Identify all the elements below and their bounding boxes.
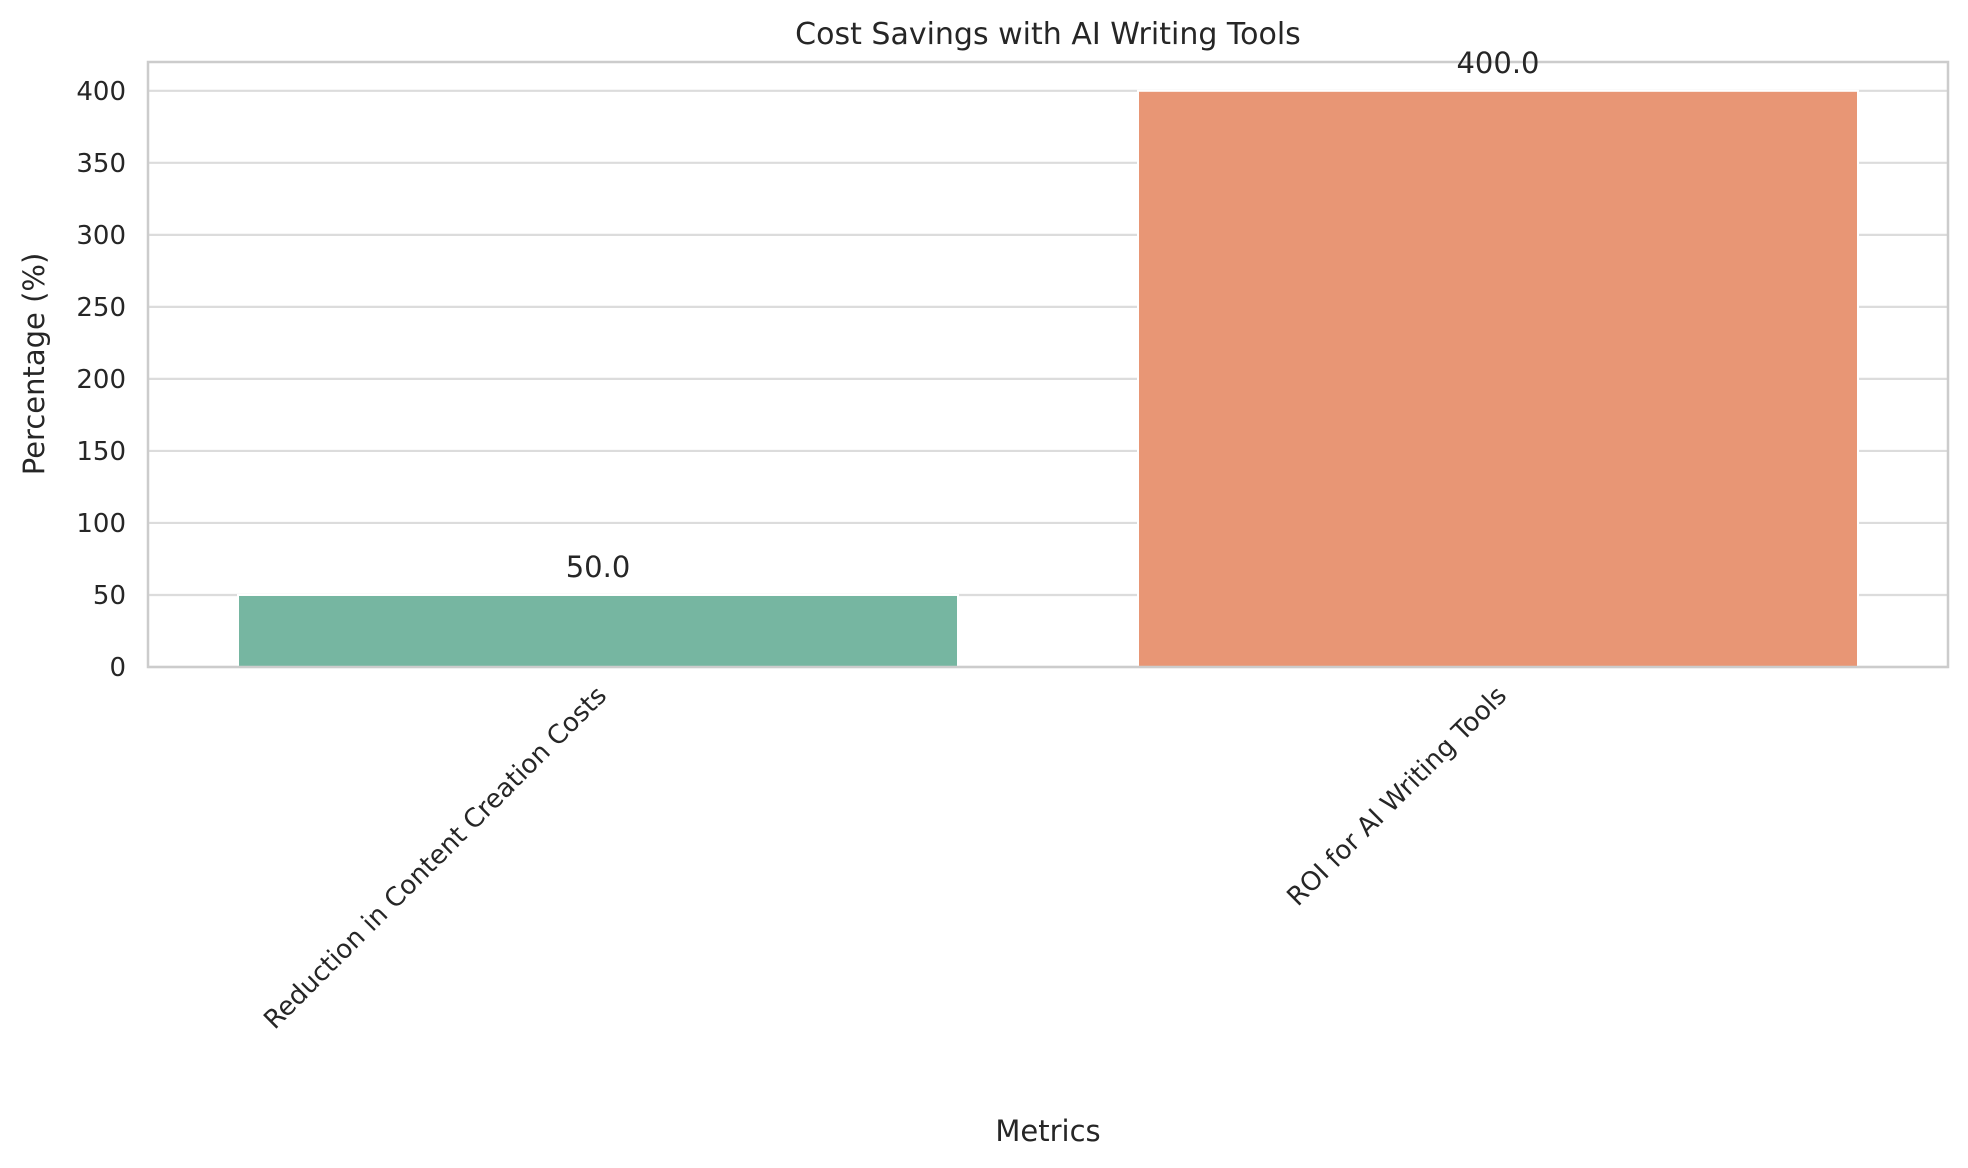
- chart-title: Cost Savings with AI Writing Tools: [795, 17, 1301, 52]
- bar-value-label: 400.0: [1456, 46, 1539, 80]
- plot-frame: [146, 60, 1950, 669]
- y-tick-label: 50: [93, 581, 126, 611]
- y-tick-labels: 0 50 100 150 200 250 300 350 400: [76, 77, 126, 683]
- data-labels: 50.0 400.0: [566, 46, 1540, 584]
- y-axis-label: Percentage (%): [17, 253, 51, 476]
- bar: [1137, 89, 1859, 669]
- y-tick-label: 0: [109, 653, 126, 683]
- bar-value-label: 50.0: [566, 550, 631, 584]
- y-tick-label: 400: [76, 77, 126, 107]
- y-tick-label: 250: [76, 293, 126, 323]
- x-tick-labels: Reduction in Content Creation Costs ROI f…: [258, 681, 1513, 1036]
- y-tick-label: 200: [76, 365, 126, 395]
- x-tick-label: ROI for AI Writing Tools: [1281, 681, 1512, 912]
- bars: [237, 89, 1859, 669]
- y-tick-label: 100: [76, 509, 126, 539]
- bar: [237, 593, 959, 669]
- x-axis-label: Metrics: [995, 1114, 1100, 1148]
- y-tick-label: 300: [76, 221, 126, 251]
- x-tick-label: Reduction in Content Creation Costs: [258, 681, 613, 1036]
- y-tick-label: 350: [76, 149, 126, 179]
- y-tick-label: 150: [76, 437, 126, 467]
